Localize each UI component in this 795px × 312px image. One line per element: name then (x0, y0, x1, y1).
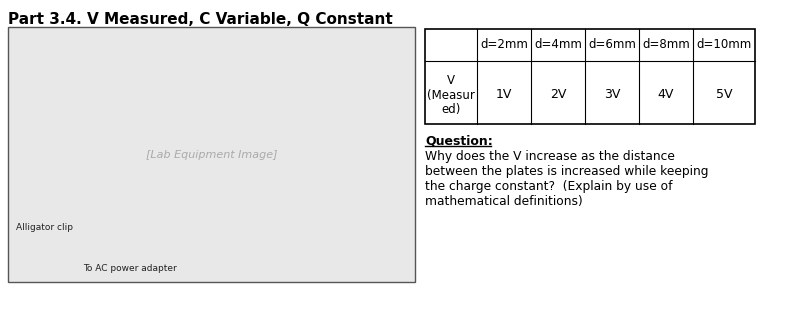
Text: [Lab Equipment Image]: [Lab Equipment Image] (145, 149, 277, 159)
Text: d=4mm: d=4mm (534, 38, 582, 51)
Text: d=8mm: d=8mm (642, 38, 690, 51)
Text: 2V: 2V (550, 89, 566, 101)
Text: d=6mm: d=6mm (588, 38, 636, 51)
Text: V
(Measur
ed): V (Measur ed) (427, 74, 475, 116)
Bar (425, 29, 755, 124)
Text: Alligator clip: Alligator clip (16, 223, 73, 232)
Text: d=10mm: d=10mm (696, 38, 751, 51)
Text: Why does the V increase as the distance
between the plates is increased while ke: Why does the V increase as the distance … (425, 150, 708, 208)
Text: 5V: 5V (716, 89, 732, 101)
Text: d=2mm: d=2mm (480, 38, 528, 51)
Text: Part 3.4. V Measured, C Variable, Q Constant: Part 3.4. V Measured, C Variable, Q Cons… (8, 12, 393, 27)
Text: To AC power adapter: To AC power adapter (83, 264, 176, 273)
Text: 3V: 3V (604, 89, 620, 101)
Text: 4V: 4V (657, 89, 674, 101)
Bar (8, 27, 415, 282)
Text: 1V: 1V (496, 89, 512, 101)
Text: Question:: Question: (425, 134, 493, 147)
